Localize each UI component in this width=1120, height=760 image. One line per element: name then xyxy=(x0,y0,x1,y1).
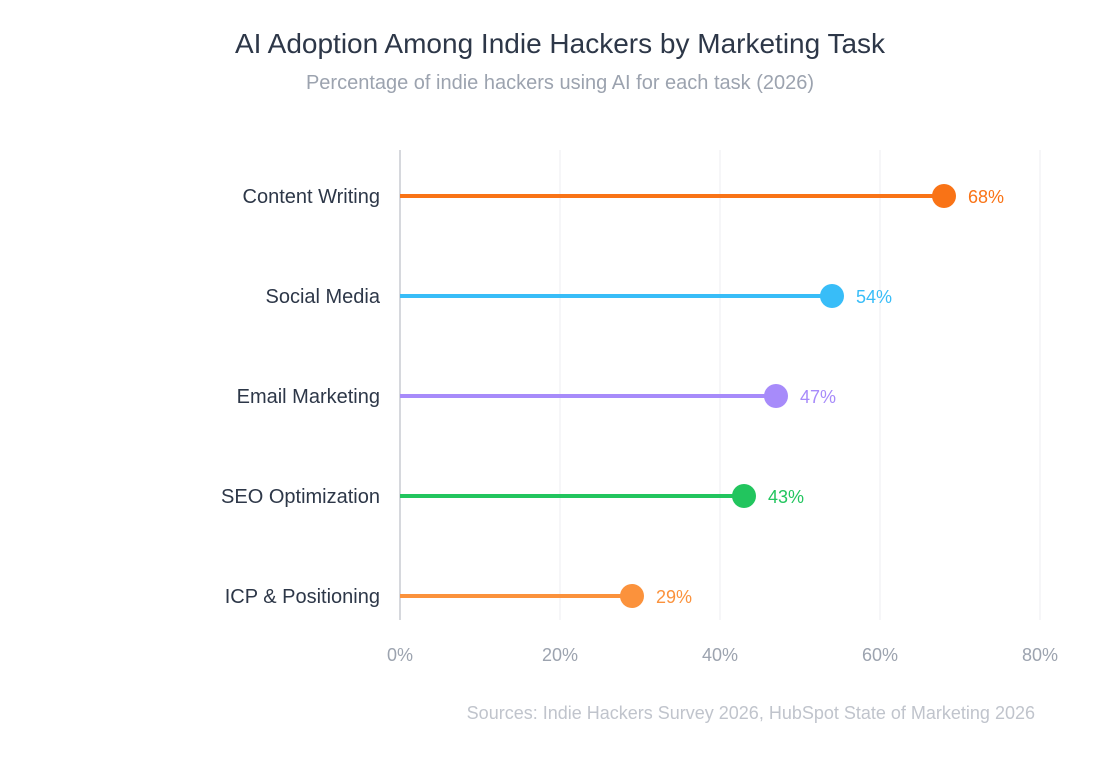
value-label: 68% xyxy=(968,187,1004,207)
lollipop-dot xyxy=(820,284,844,308)
x-tick-label: 60% xyxy=(862,645,898,665)
lollipop-dot xyxy=(932,184,956,208)
lollipop-dot xyxy=(620,584,644,608)
x-tick-label: 0% xyxy=(387,645,413,665)
category-label: Social Media xyxy=(265,286,380,308)
category-label: ICP & Positioning xyxy=(225,586,380,608)
category-label: Email Marketing xyxy=(237,386,380,408)
value-label: 29% xyxy=(656,587,692,607)
value-label: 54% xyxy=(856,287,892,307)
category-label: Content Writing xyxy=(243,186,380,208)
value-label: 47% xyxy=(800,387,836,407)
value-label: 43% xyxy=(768,487,804,507)
x-tick-label: 20% xyxy=(542,645,578,665)
source-note: Sources: Indie Hackers Survey 2026, HubS… xyxy=(466,703,1035,723)
lollipop-dot xyxy=(732,484,756,508)
x-tick-label: 80% xyxy=(1022,645,1058,665)
chart-subtitle: Percentage of indie hackers using AI for… xyxy=(305,72,815,94)
category-label: SEO Optimization xyxy=(221,486,380,508)
x-tick-label: 40% xyxy=(702,645,738,665)
lollipop-dot xyxy=(764,384,788,408)
chart-title: AI Adoption Among Indie Hackers by Marke… xyxy=(234,28,886,59)
